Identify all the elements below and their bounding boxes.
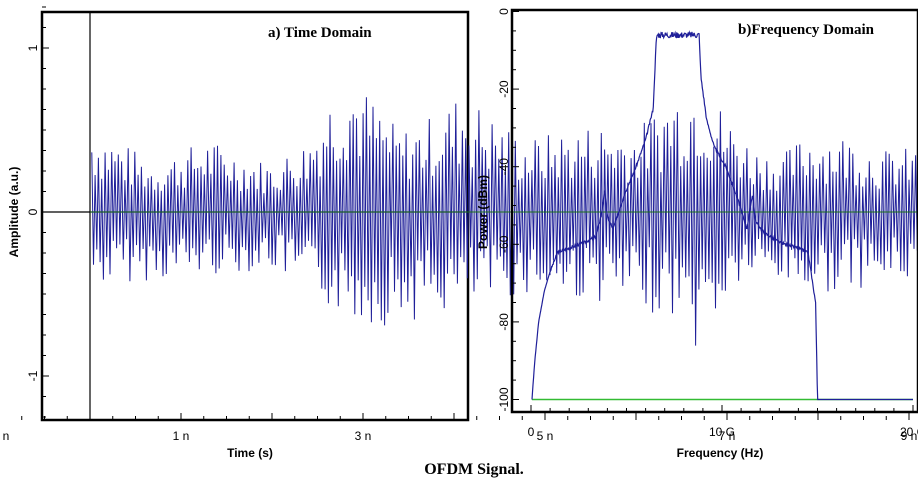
time-x-tick-label: 1 n [173, 429, 190, 443]
time-signal-group [90, 97, 918, 346]
time-x-tick-label: -1 n [0, 429, 9, 443]
time-domain-panel: -1 n 1 n 3 n 5 n 7 n 9 n 1 0 -1 a) Time Domain T… [0, 6, 918, 460]
time-x-axis-label: Time (s) [227, 446, 273, 460]
freq-x-tick-label: 10 G [709, 425, 735, 439]
time-x-tick-label: 9 n [901, 429, 918, 443]
freq-x-tick-label: 20 G [900, 425, 918, 439]
freq-y-tick-label: -60 [497, 235, 511, 253]
time-y-tick-label: 0 [26, 208, 40, 215]
figure-caption: OFDM Signal. [424, 461, 524, 478]
time-y-tick-label: 1 [26, 44, 40, 51]
frequency-domain-panel: 0 10 G 20 G 0 -20 -40 -60 -80 -100 b)Frequency D… [476, 8, 918, 460]
time-y-axis-label: Amplitude (a.u.) [7, 167, 21, 258]
freq-x-axis-label: Frequency (Hz) [677, 446, 764, 460]
freq-y-tick-label: -40 [497, 158, 511, 176]
freq-panel-title: b)Frequency Domain [738, 22, 875, 38]
freq-y-tick-label: 0 [497, 8, 511, 15]
time-signal-line [91, 97, 918, 346]
time-x-tick-label: 5 n [537, 429, 554, 443]
freq-y-tick-label: -20 [497, 80, 511, 98]
freq-y-axis-label: Power (dBm) [476, 175, 490, 249]
time-x-tick-label: 3 n [355, 429, 372, 443]
freq-spectrum-line [531, 30, 913, 401]
freq-y-tick-label: -100 [497, 387, 511, 411]
time-ticks-group: -1 n 1 n 3 n 5 n 7 n 9 n 1 0 -1 [0, 6, 918, 443]
freq-plot-frame [510, 8, 918, 414]
time-panel-title: a) Time Domain [268, 25, 372, 41]
time-y-tick-label: -1 [26, 370, 40, 381]
freq-signal-group [531, 30, 913, 401]
freq-y-tick-label: -80 [497, 313, 511, 331]
freq-x-tick-label: 0 [528, 425, 535, 439]
time-x-tick-label: 7 n [719, 429, 736, 443]
freq-ticks-group: 0 10 G 20 G 0 -20 -40 -60 -80 -100 [497, 8, 918, 439]
